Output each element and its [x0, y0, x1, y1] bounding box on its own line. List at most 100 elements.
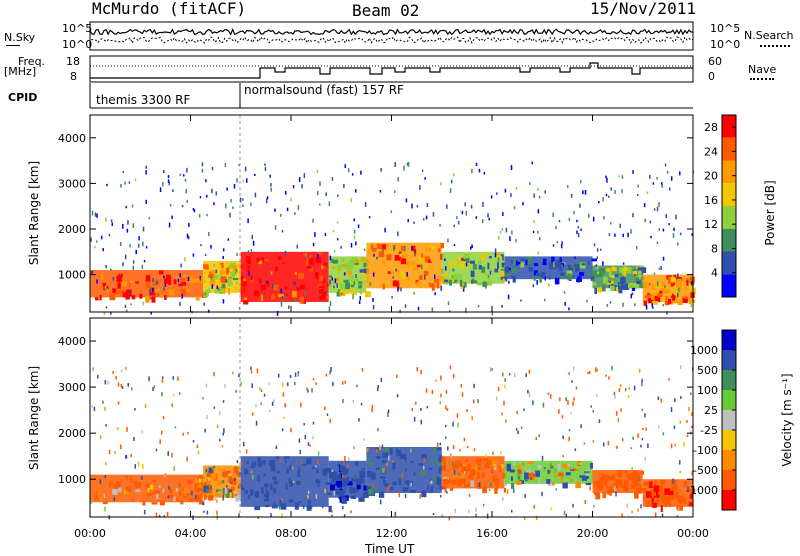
speckle-cell — [144, 404, 147, 408]
speckle-cell — [233, 477, 236, 481]
speckle-cell — [464, 202, 466, 207]
texture-cell — [382, 452, 388, 458]
texture-cell — [604, 474, 609, 481]
texture-cell — [683, 497, 687, 504]
speckle-cell — [168, 222, 171, 228]
speckle-cell — [294, 297, 297, 302]
speckle-cell — [222, 400, 225, 403]
texture-cell — [118, 290, 124, 294]
texture-cell — [367, 462, 374, 466]
texture-cell — [272, 476, 277, 480]
speckle-cell — [658, 425, 660, 429]
texture-cell — [234, 264, 241, 267]
speckle-cell — [620, 488, 622, 491]
speckle-cell — [595, 394, 598, 397]
speckle-cell — [488, 217, 490, 221]
texture-cell — [482, 253, 487, 258]
speckle-cell — [372, 272, 375, 277]
speckle-cell — [673, 425, 676, 429]
texture-cell — [631, 287, 636, 291]
texture-cell — [653, 494, 660, 498]
power-colorbar-tick: 12 — [704, 218, 718, 231]
texture-cell — [665, 496, 672, 501]
texture-cell — [211, 466, 215, 471]
speckle-cell — [456, 413, 459, 419]
speckle-cell — [317, 451, 320, 456]
speckle-cell — [225, 490, 228, 495]
speckle-cell — [204, 292, 207, 296]
speckle-cell — [215, 269, 218, 273]
texture-cell — [257, 461, 262, 468]
speckle-cell — [641, 267, 644, 273]
speckle-cell — [524, 494, 526, 499]
texture-cell — [241, 487, 245, 491]
texture-cell — [319, 275, 324, 281]
speckle-cell — [205, 383, 208, 388]
speckle-cell — [252, 240, 255, 246]
speckle-cell — [690, 281, 693, 285]
speckle-cell — [431, 390, 434, 395]
speckle-cell — [504, 188, 507, 193]
speckle-cell — [245, 178, 248, 183]
texture-cell — [160, 294, 163, 299]
texture-cell — [115, 481, 121, 488]
texture-cell — [619, 479, 623, 484]
speckle-cell — [106, 183, 108, 187]
texture-cell — [607, 282, 612, 285]
speckle-cell — [558, 409, 560, 414]
texture-cell — [461, 257, 466, 261]
texture-cell — [639, 484, 642, 491]
speckle-cell — [358, 418, 360, 422]
texture-cell — [503, 487, 507, 493]
freq-tick-low: 8 — [70, 70, 77, 83]
speckle-cell — [465, 307, 467, 313]
speckle-cell — [571, 467, 573, 471]
speckle-cell — [652, 182, 655, 185]
texture-cell — [535, 470, 540, 477]
speckle-cell — [396, 374, 398, 379]
texture-cell — [556, 260, 563, 267]
speckle-cell — [652, 482, 654, 487]
speckle-cell — [238, 373, 240, 378]
texture-cell — [418, 282, 423, 285]
speckle-cell — [117, 382, 120, 387]
texture-cell — [227, 475, 232, 483]
speckle-cell — [540, 260, 543, 263]
speckle-cell — [344, 455, 346, 461]
speckle-cell — [535, 515, 538, 521]
texture-cell — [382, 260, 385, 265]
speckle-cell — [224, 384, 226, 389]
texture-cell — [464, 253, 470, 259]
texture-cell — [428, 467, 433, 470]
texture-cell — [481, 266, 486, 273]
texture-cell — [657, 486, 663, 492]
freq-strip — [89, 55, 694, 83]
speckle-cell — [164, 283, 167, 287]
texture-cell — [641, 471, 645, 475]
texture-cell — [370, 244, 374, 250]
speckle-cell — [344, 485, 347, 490]
texture-cell — [125, 295, 130, 300]
texture-cell — [230, 271, 236, 278]
speckle-cell — [495, 396, 498, 401]
texture-cell — [645, 500, 650, 506]
speckle-cell — [343, 461, 345, 465]
speckle-cell — [661, 184, 663, 188]
speckle-cell — [183, 174, 185, 177]
speckle-cell — [609, 301, 612, 304]
texture-cell — [129, 477, 133, 483]
speckle-cell — [248, 271, 250, 276]
texture-cell — [233, 491, 237, 494]
speckle-cell — [371, 408, 373, 413]
speckle-cell — [192, 440, 195, 443]
texture-cell — [677, 505, 683, 511]
x-tick-label: 00:00 — [677, 527, 709, 540]
speckle-cell — [221, 445, 224, 448]
texture-cell — [444, 282, 448, 285]
texture-cell — [517, 475, 521, 480]
texture-cell — [655, 284, 659, 288]
speckle-cell — [202, 502, 205, 506]
texture-cell — [96, 489, 100, 496]
power-colorbar-swatch — [722, 251, 736, 275]
texture-cell — [212, 465, 216, 469]
